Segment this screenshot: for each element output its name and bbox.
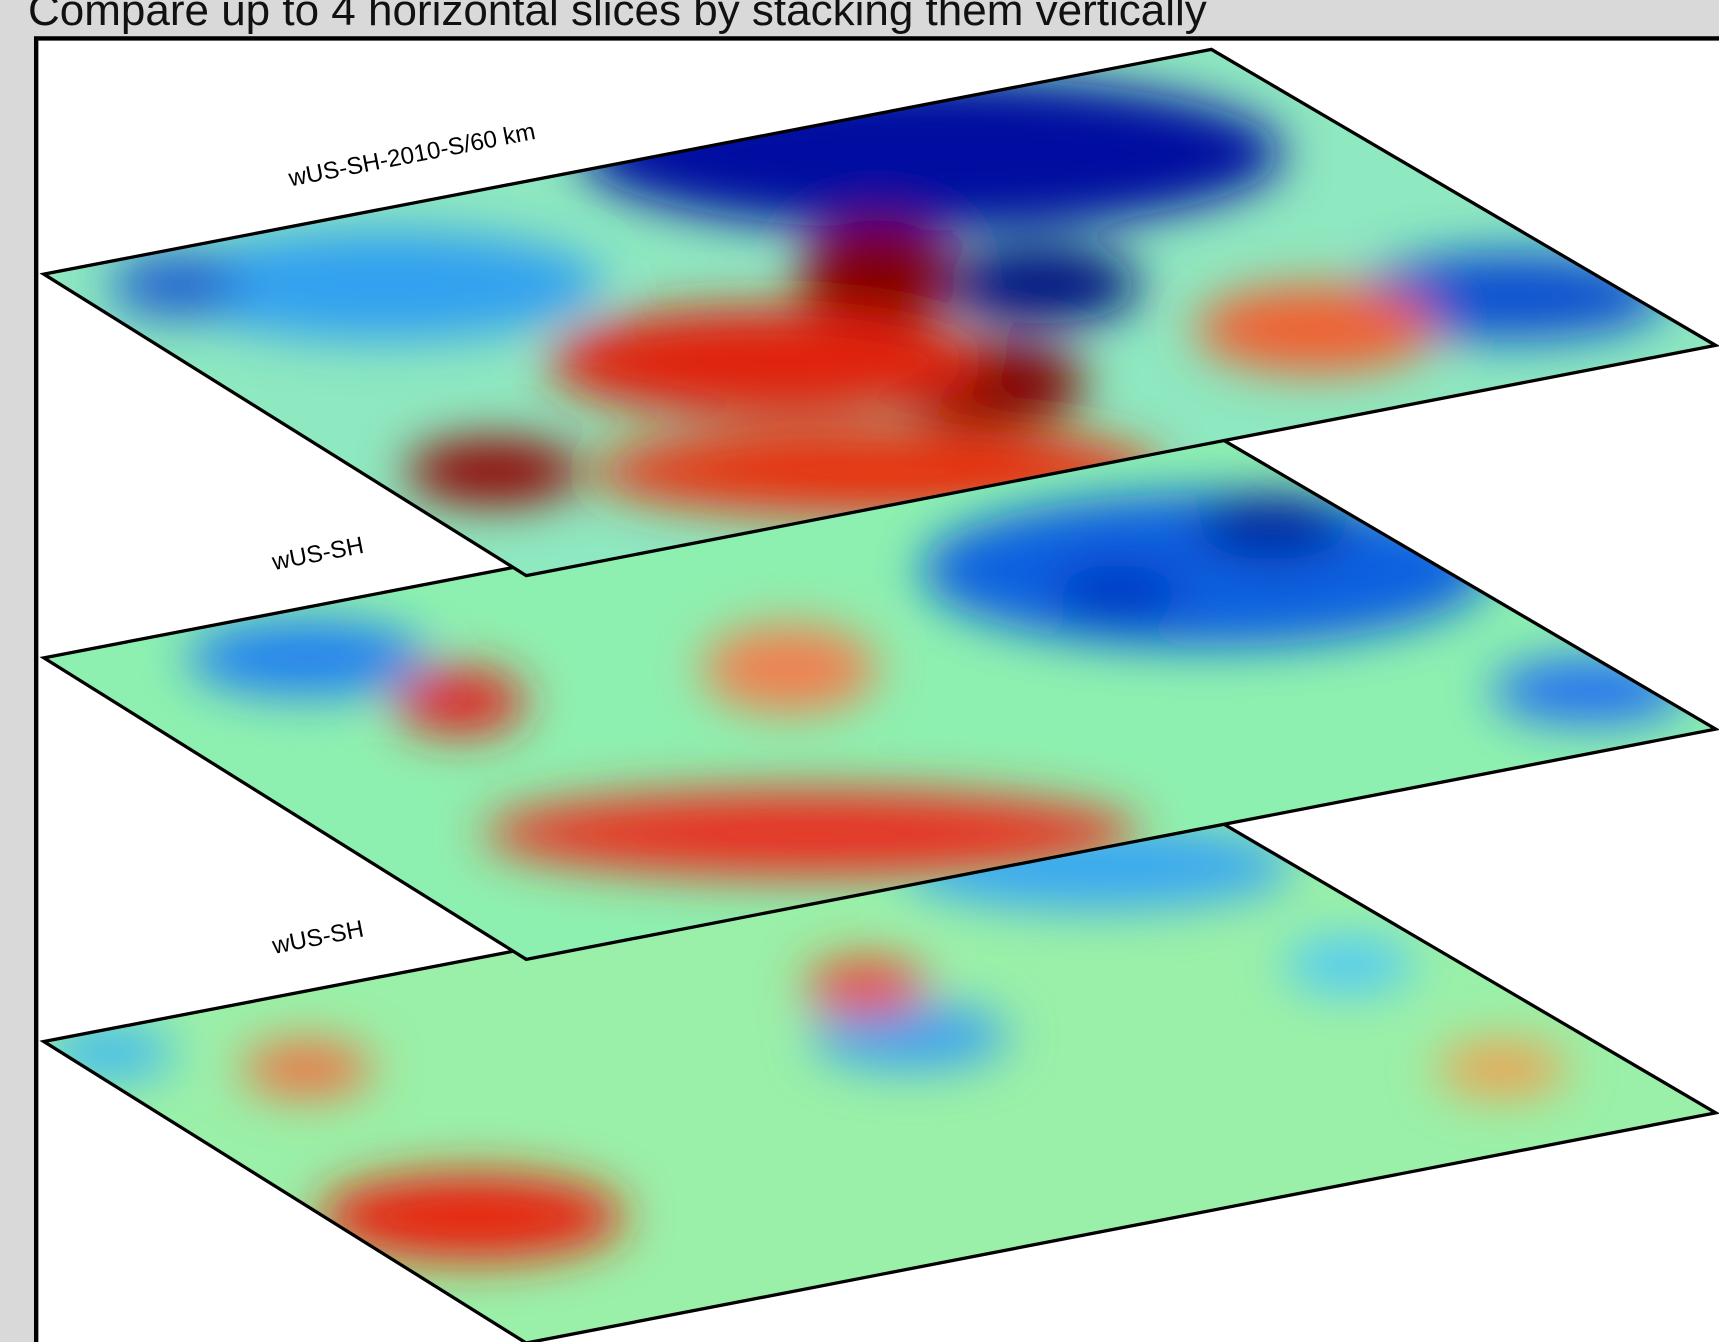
viewer: wUS-SH wUS-SH	[0, 0, 1719, 1342]
page: Compare up to 4 horizontal slices by sta…	[0, 0, 1719, 1342]
